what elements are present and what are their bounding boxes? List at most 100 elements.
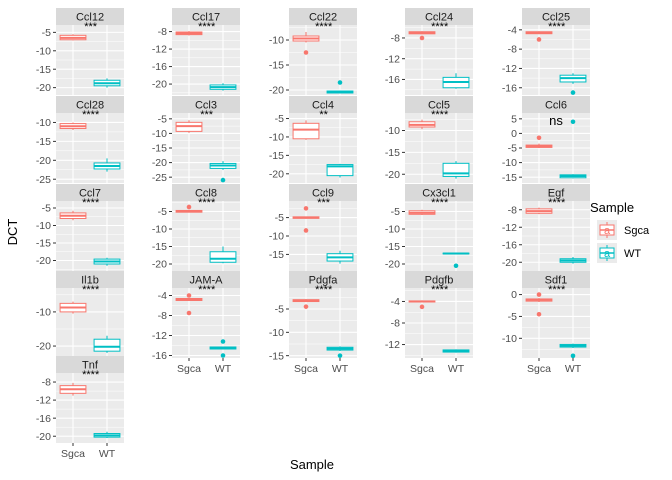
box-wt — [209, 161, 237, 183]
outlier-point — [186, 293, 192, 298]
box-sgca — [175, 31, 203, 36]
y-tick-label: -8 — [508, 44, 517, 56]
box-wt — [93, 78, 121, 88]
y-tick-label: -16 — [36, 413, 51, 425]
significance-label: **** — [82, 197, 100, 209]
legend-key-glyph: a — [604, 225, 611, 237]
y-tick-label: -5 — [158, 206, 167, 218]
outlier-point — [536, 135, 542, 141]
significance-label: ** — [319, 109, 328, 121]
y-tick-label: -16 — [152, 350, 167, 362]
facet-strip-label: Ccl24 — [425, 12, 453, 24]
facet-strip-label: Ccl6 — [545, 100, 567, 112]
facet-panel-ccl17: Ccl17 -8 -12 -16 -20 **** — [152, 8, 240, 95]
facet-strip-label: Cx3cl1 — [422, 188, 456, 200]
facet-strip — [405, 184, 473, 201]
x-tick-label: Sgca — [61, 448, 85, 460]
box-iqr — [292, 122, 320, 140]
box-sgca — [175, 120, 203, 133]
significance-label: *** — [200, 109, 214, 121]
box-sgca — [59, 301, 87, 314]
y-tick-label: -15 — [36, 64, 51, 76]
y-tick-label: -20 — [269, 168, 284, 180]
y-tick-label: -10 — [36, 307, 51, 319]
outlier-point — [337, 353, 343, 358]
facet-strip-label: Ccl12 — [76, 12, 104, 24]
facet-strip — [172, 184, 240, 201]
y-tick-label: -25 — [152, 172, 167, 184]
facet-strip — [56, 184, 124, 201]
box-wt — [209, 339, 237, 358]
outlier-point — [303, 206, 309, 211]
box-sgca — [292, 32, 320, 55]
significance-label: **** — [548, 197, 566, 209]
y-tick-label: -8 — [391, 33, 400, 45]
significance-label: *** — [84, 21, 98, 33]
significance-label: **** — [82, 284, 100, 296]
y-tick-label: -15 — [269, 60, 284, 72]
y-tick-label: -5 — [508, 311, 517, 323]
y-tick-label: -15 — [36, 238, 51, 250]
box-wt — [93, 335, 121, 353]
outlier-point — [570, 119, 576, 125]
x-tick-label: WT — [332, 363, 349, 375]
outlier-point — [303, 304, 309, 309]
significance-label: **** — [431, 284, 449, 296]
outlier-point — [419, 35, 425, 41]
facet-panel-egf: Egf -8 -12 -16 -20 **** — [502, 184, 590, 271]
outlier-point — [419, 304, 425, 310]
y-tick-label: -10 — [385, 125, 400, 137]
box-sgca — [408, 119, 436, 130]
facet-strip — [405, 8, 473, 25]
y-tick-label: -8 — [508, 204, 517, 216]
y-tick-label: -10 — [269, 327, 284, 339]
facet-panel-sdf1: Sdf1 0 -5 -10 **** Sgca WT — [502, 271, 590, 375]
outlier-point — [303, 228, 309, 233]
significance-label: **** — [431, 21, 449, 33]
y-tick-label: -10 — [269, 231, 284, 243]
box-wt — [93, 257, 121, 266]
legend-label: WT — [624, 248, 641, 260]
y-tick-label: -8 — [158, 26, 167, 38]
y-tick-label: -20 — [152, 259, 167, 271]
facet-panel-pdgfb: Pdgfb -4 -8 -12 **** Sgca WT — [385, 271, 473, 375]
facet-strip — [56, 8, 124, 25]
facet-panel-ccl9: Ccl9 -5 -10 -15 *** — [269, 184, 357, 271]
y-tick-label: -15 — [385, 241, 400, 253]
outlier-point — [220, 339, 226, 344]
box-wt — [442, 252, 470, 269]
y-tick-label: -20 — [36, 255, 51, 267]
y-tick-label: -12 — [502, 63, 517, 75]
box-wt — [326, 250, 354, 264]
facet-strip — [405, 271, 473, 288]
y-tick-label: -12 — [152, 330, 167, 342]
y-tick-label: -4 — [391, 296, 400, 308]
x-tick-label: WT — [565, 363, 582, 375]
facet-strip — [172, 8, 240, 25]
box-sgca — [59, 34, 87, 41]
box-wt — [559, 343, 587, 359]
box-wt — [559, 119, 587, 179]
box-wt — [442, 73, 470, 89]
significance-label: **** — [431, 197, 449, 209]
y-tick-label: -16 — [152, 61, 167, 73]
legend-entry-wt: a WT — [597, 243, 641, 263]
box-wt — [209, 246, 237, 264]
y-tick-label: -10 — [152, 128, 167, 140]
y-tick-label: -10 — [152, 224, 167, 236]
significance-label: **** — [82, 369, 100, 381]
y-tick-label: -5 — [508, 143, 517, 155]
facet-strip — [172, 271, 240, 288]
significance-label: **** — [315, 21, 333, 33]
box-sgca — [408, 209, 436, 215]
y-tick-label: -5 — [158, 113, 167, 125]
y-tick-label: -8 — [158, 310, 167, 322]
x-tick-label: WT — [215, 363, 232, 375]
box-sgca — [525, 207, 553, 215]
facet-strip-label: Ccl22 — [309, 12, 337, 24]
outlier-point — [570, 90, 576, 95]
y-tick-label: -5 — [391, 206, 400, 218]
x-tick-label: Sgca — [410, 363, 434, 375]
y-tick-label: 0 — [511, 128, 517, 140]
y-tick-label: -12 — [502, 222, 517, 234]
